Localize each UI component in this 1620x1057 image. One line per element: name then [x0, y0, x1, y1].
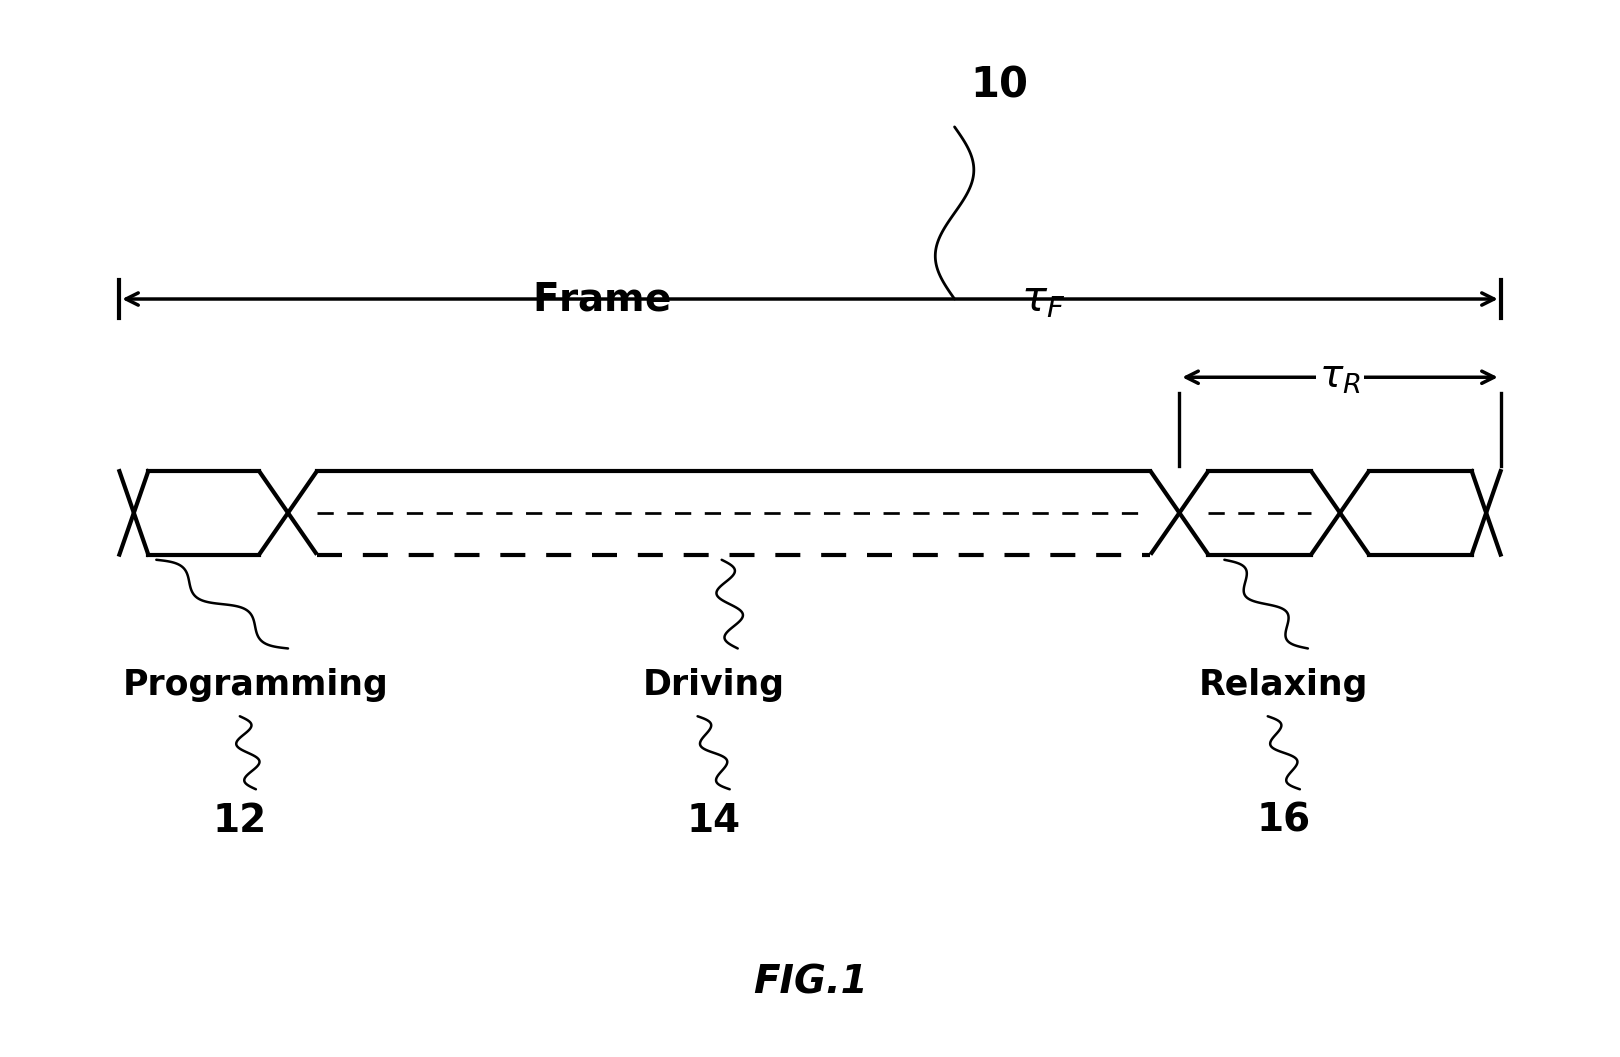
Text: $\bf{Frame}$: $\bf{Frame}$ [531, 280, 671, 318]
Text: 16: 16 [1257, 801, 1311, 839]
Text: 12: 12 [212, 801, 267, 839]
Text: $\tau_F$: $\tau_F$ [1021, 278, 1064, 320]
Text: $\tau_R$: $\tau_R$ [1319, 358, 1361, 396]
Text: Programming: Programming [123, 668, 389, 702]
Text: Relaxing: Relaxing [1199, 668, 1369, 702]
Text: 10: 10 [970, 64, 1029, 106]
Text: FIG.1: FIG.1 [753, 963, 867, 1001]
Text: 14: 14 [687, 801, 740, 839]
Text: Driving: Driving [643, 668, 784, 702]
